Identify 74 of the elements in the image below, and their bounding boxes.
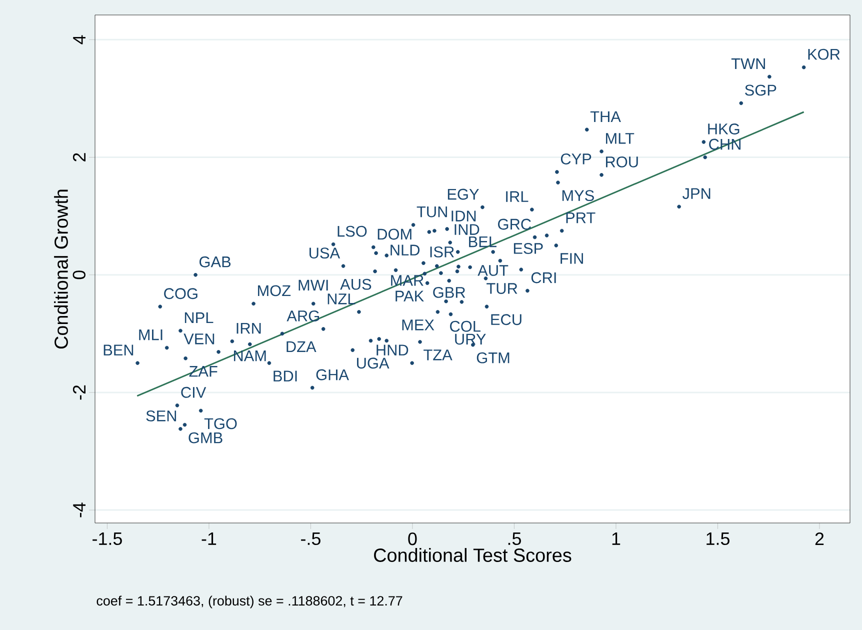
x-tick-label: 0 (408, 532, 417, 546)
annotation: GAB (200, 256, 231, 268)
annotation: TWN (731, 58, 765, 70)
annotation: NPL (184, 312, 214, 324)
annotation: DZA (286, 341, 316, 352)
annotation: ARG (286, 310, 319, 322)
annotation: BDI (274, 370, 297, 382)
annotation: GHA (316, 369, 349, 380)
x-tick-label: -1.5 (92, 532, 122, 546)
annotation: COL (450, 320, 480, 332)
annotation: CRI (531, 272, 556, 284)
x-tick-label: .5 (508, 532, 521, 546)
annotation: GMB (188, 432, 222, 444)
annotation: MYS (562, 190, 594, 202)
annotation: COG (164, 288, 198, 300)
annotation: DOM (378, 228, 412, 240)
annotation: URY (455, 334, 486, 345)
annotation: UGA (357, 358, 390, 369)
annotation: ECU (491, 314, 522, 326)
y-tick-label: -4 (73, 502, 86, 518)
annotation: BEL (469, 236, 496, 248)
x-tick-label: 1.5 (706, 532, 730, 546)
y-axis-title: Conditional Growth (54, 190, 68, 349)
annotation: SGP (745, 84, 776, 96)
annotation: ISR (430, 246, 454, 258)
annotation: BEN (104, 344, 134, 356)
x-tick-label: 2 (815, 532, 824, 546)
y-tick-label: 0 (72, 270, 86, 280)
annotation: HKG (708, 124, 740, 134)
annotation: TGO (204, 418, 237, 430)
annotation: MEX (402, 320, 434, 330)
annotation: AUS (340, 278, 372, 290)
annotation: KOR (808, 48, 840, 60)
y-tick-label: -2 (72, 385, 86, 400)
annotation: PAK (396, 290, 424, 302)
annotation: USA (310, 248, 340, 259)
annotation: VEN (184, 334, 214, 344)
annotation: CYP (560, 154, 592, 164)
annotation: JPN (682, 188, 710, 200)
annotation: GTM (476, 352, 510, 364)
annotation: NZL (328, 294, 356, 304)
y-tick-label: 4 (73, 35, 86, 44)
annotation: MLT (606, 133, 634, 144)
annotation: GBR (433, 286, 466, 298)
annotation: THA (590, 111, 621, 122)
annotation: EGY (448, 188, 479, 200)
annotation: AUT (478, 265, 508, 276)
annotation: ROU (606, 156, 638, 168)
annotation: PRT (566, 212, 596, 224)
annotation: IRN (236, 322, 261, 334)
annotation: LSO (338, 226, 367, 237)
annotation: HND (376, 344, 408, 356)
annotation: NLD (390, 244, 420, 256)
annotation: MOZ (258, 285, 291, 296)
annotation: IND (454, 224, 480, 235)
annotation: NAM (234, 350, 266, 362)
x-axis-title: Conditional Test Scores (374, 548, 572, 562)
y-tick-label: 2 (72, 153, 86, 162)
annotation: MLI (139, 329, 162, 340)
x-tick-label: -1 (202, 532, 216, 545)
text: coef = 1.5173463, (robust) se = .1188602, t = 12.77 (96, 596, 402, 608)
annotation: ESP (514, 243, 543, 254)
annotation: FIN (560, 253, 583, 264)
x-tick-label: 1 (612, 532, 620, 545)
annotation: SEN (146, 410, 176, 422)
annotation: GRC (498, 218, 531, 230)
x-tick-label: -.5 (301, 532, 320, 546)
annotation: TZA (424, 350, 452, 360)
annotation: TUR (486, 283, 518, 294)
annotation: IRL (506, 191, 528, 202)
annotation: TUN (416, 206, 447, 218)
annotation: CIV (181, 386, 206, 398)
annotation: MWI (298, 280, 328, 290)
annotation: IDN (452, 210, 476, 222)
